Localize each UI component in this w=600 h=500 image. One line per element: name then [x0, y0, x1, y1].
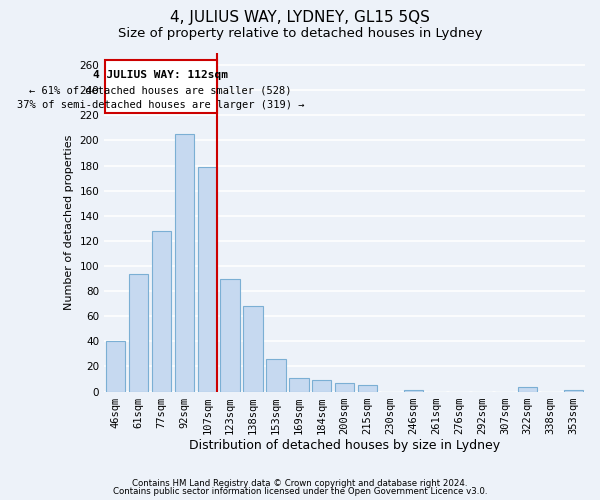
Text: 37% of semi-detached houses are larger (319) →: 37% of semi-detached houses are larger (…	[17, 100, 304, 110]
Bar	[220, 278, 240, 392]
Bar	[266, 359, 286, 392]
X-axis label: Distribution of detached houses by size in Lydney: Distribution of detached houses by size …	[189, 440, 500, 452]
Bar	[244, 306, 263, 392]
Text: 4, JULIUS WAY, LYDNEY, GL15 5QS: 4, JULIUS WAY, LYDNEY, GL15 5QS	[170, 10, 430, 25]
Y-axis label: Number of detached properties: Number of detached properties	[64, 134, 74, 310]
FancyBboxPatch shape	[104, 60, 217, 113]
Text: Contains public sector information licensed under the Open Government Licence v3: Contains public sector information licen…	[113, 487, 487, 496]
Bar	[335, 383, 355, 392]
Bar	[129, 274, 148, 392]
Bar	[564, 390, 583, 392]
Text: Size of property relative to detached houses in Lydney: Size of property relative to detached ho…	[118, 28, 482, 40]
Bar	[152, 231, 171, 392]
Bar	[289, 378, 308, 392]
Text: Contains HM Land Registry data © Crown copyright and database right 2024.: Contains HM Land Registry data © Crown c…	[132, 478, 468, 488]
Bar	[312, 380, 331, 392]
Bar	[197, 167, 217, 392]
Bar	[358, 386, 377, 392]
Bar	[175, 134, 194, 392]
Text: 4 JULIUS WAY: 112sqm: 4 JULIUS WAY: 112sqm	[93, 70, 228, 80]
Bar	[106, 342, 125, 392]
Text: ← 61% of detached houses are smaller (528): ← 61% of detached houses are smaller (52…	[29, 85, 292, 95]
Bar	[404, 390, 423, 392]
Bar	[518, 386, 538, 392]
